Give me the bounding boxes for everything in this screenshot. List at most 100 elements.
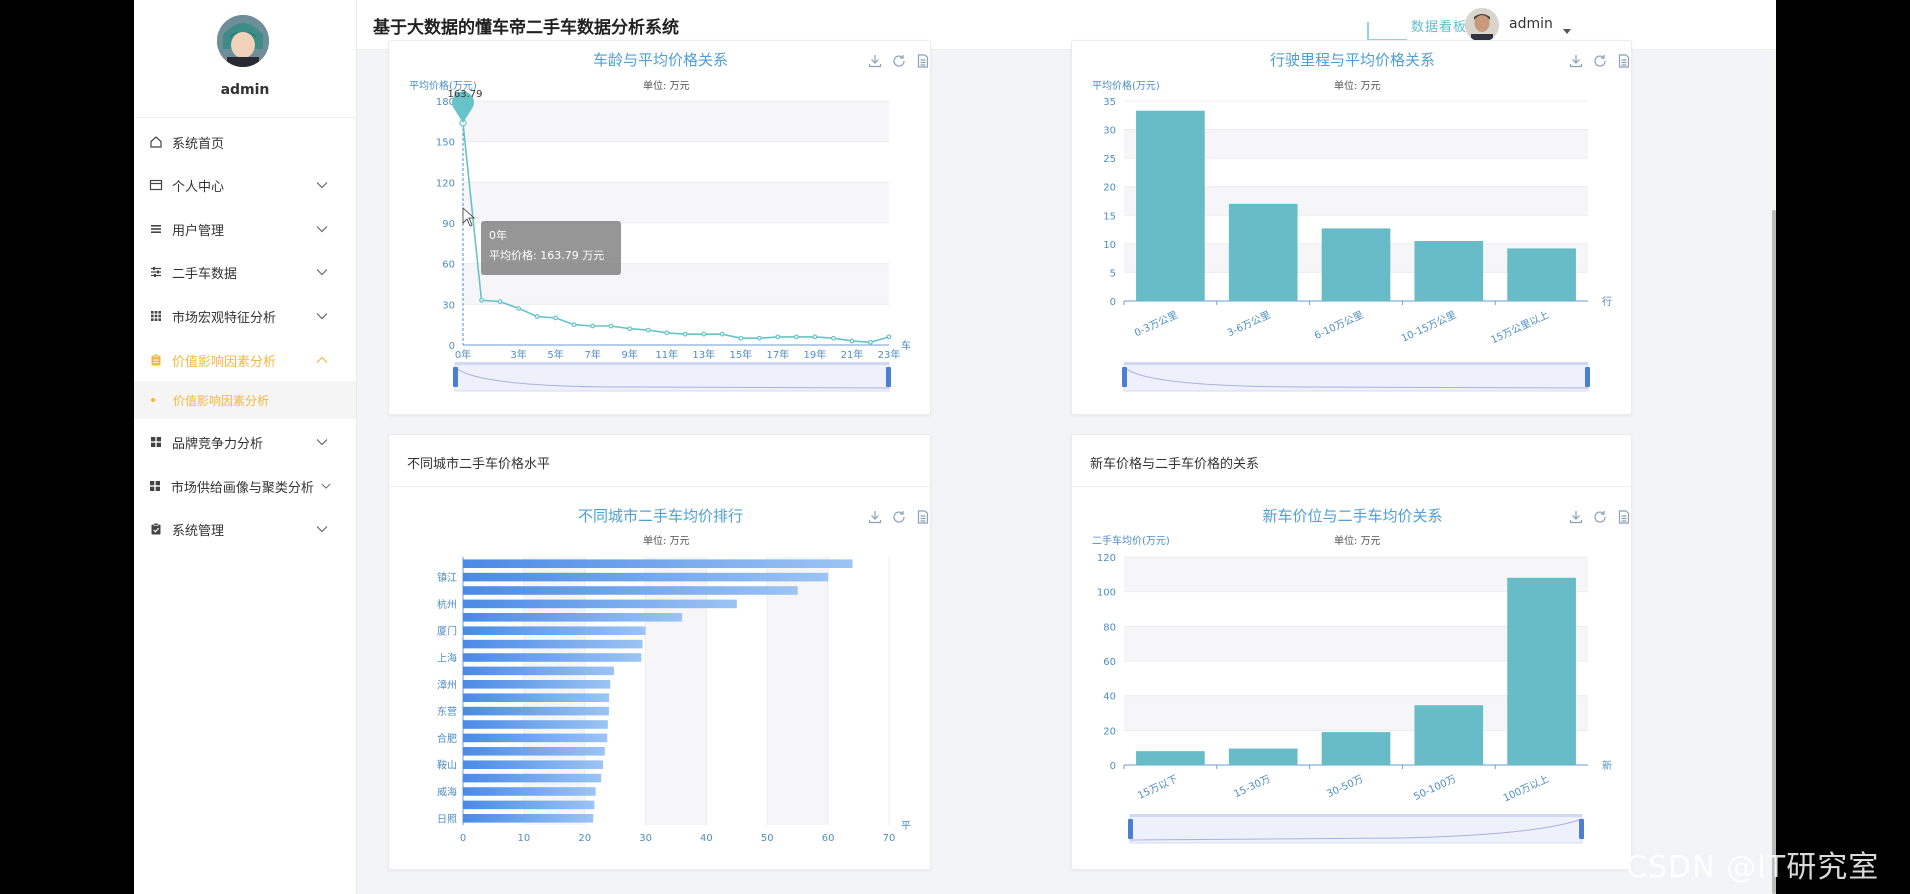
x-axis-label: 车 bbox=[901, 339, 911, 352]
card-header: 不同城市二手车价格水平 bbox=[389, 435, 930, 487]
dashboard-link[interactable]: 数据看板 bbox=[1411, 20, 1468, 35]
data-point bbox=[738, 335, 744, 341]
bar bbox=[463, 733, 608, 743]
bar bbox=[1136, 110, 1205, 301]
grid-band bbox=[767, 557, 829, 825]
sidebar-item-value-factors[interactable]: 价值影响因素分析 bbox=[134, 340, 356, 380]
sidebar-item-used-car-data[interactable]: 二手车数据 bbox=[134, 252, 356, 292]
y-tick-label: 120 bbox=[436, 178, 455, 189]
x-tick-label: 15-30万 bbox=[1232, 774, 1272, 800]
watermark: CSDN @IT研究室 bbox=[1626, 850, 1880, 885]
header-avatar[interactable] bbox=[1465, 8, 1499, 42]
datazoom-handle-right bbox=[1579, 819, 1584, 839]
y-tick-label: 0 bbox=[449, 341, 455, 352]
chevron-down-icon bbox=[316, 179, 328, 191]
data-point bbox=[812, 334, 818, 340]
y-tick-label: 日照 bbox=[437, 813, 457, 825]
caret-down-icon[interactable] bbox=[1563, 20, 1571, 39]
data-view-icon[interactable] bbox=[1616, 509, 1632, 525]
download-icon[interactable] bbox=[867, 53, 883, 69]
x-tick-label: 3年 bbox=[510, 348, 526, 361]
grid-icon bbox=[148, 308, 164, 324]
data-view-icon[interactable] bbox=[1616, 53, 1632, 69]
download-icon[interactable] bbox=[1568, 509, 1584, 525]
refresh-icon[interactable] bbox=[891, 509, 907, 525]
y-tick-label: 20 bbox=[1103, 183, 1116, 194]
refresh-icon[interactable] bbox=[1592, 509, 1608, 525]
x-tick-label: 100万以上 bbox=[1501, 773, 1551, 805]
x-tick-label: 15年 bbox=[729, 348, 752, 361]
chart-card-age: 车龄与平均价格关系 单位: 万元 平均价格(万元) 0 30 60 90 120 150 1… bbox=[388, 40, 931, 415]
x-tick-label: 20 bbox=[578, 833, 591, 844]
x-tick-label: 0-3万公里 bbox=[1133, 309, 1180, 339]
sidebar-item-label: 用户管理 bbox=[172, 223, 225, 239]
sidebar-avatar[interactable] bbox=[217, 15, 269, 67]
datazoom-top bbox=[1130, 814, 1582, 817]
sidebar-item-system[interactable]: 系统管理 bbox=[134, 509, 356, 549]
sidebar-item-brand[interactable]: 品牌竞争力分析 bbox=[134, 422, 356, 462]
bar bbox=[1507, 577, 1576, 765]
bar bbox=[463, 800, 595, 810]
chart-title: 不同城市二手车均价排行 bbox=[577, 507, 743, 525]
x-tick-label: 30-50万 bbox=[1325, 774, 1365, 800]
sidebar-username: admin bbox=[220, 82, 270, 98]
id-card-icon bbox=[148, 177, 164, 193]
y-tick-label: 0 bbox=[1110, 297, 1116, 308]
y-tick-label: 90 bbox=[442, 219, 455, 230]
datazoom-track bbox=[454, 362, 890, 392]
sidebar-border bbox=[356, 0, 357, 894]
sidebar-item-personal[interactable]: 个人中心 bbox=[134, 165, 356, 205]
bar bbox=[1228, 203, 1298, 301]
submenu-item-value-factors[interactable]: 价值影响因素分析 bbox=[134, 381, 356, 419]
bar bbox=[1414, 241, 1484, 301]
data-point bbox=[479, 297, 484, 303]
download-icon[interactable] bbox=[867, 509, 883, 525]
download-icon[interactable] bbox=[1568, 53, 1584, 69]
data-view-icon[interactable] bbox=[915, 509, 931, 525]
datazoom-shadow bbox=[454, 366, 890, 389]
y-tick-label: 杭州 bbox=[437, 598, 457, 611]
sidebar-item-label: 市场宏观特征分析 bbox=[172, 310, 277, 326]
bar bbox=[463, 586, 798, 595]
bar bbox=[463, 773, 602, 783]
bar-chart-mileage[interactable]: 0 5 10 15 20 25 30 35 0-3万公里 3-6万公里 6-10万公里 10-15万公… bbox=[1072, 41, 1633, 416]
refresh-icon[interactable] bbox=[891, 53, 907, 69]
sidebar-item-label: 品牌竞争力分析 bbox=[172, 436, 264, 452]
data-view-icon[interactable] bbox=[915, 53, 931, 69]
sidebar-item-supply[interactable]: 市场供给画像与聚类分析 bbox=[134, 466, 356, 506]
bar-chart-new-price[interactable]: 0 20 40 60 80 100 120 15万以下 15-30万 30-50万 50-100万 1… bbox=[1072, 435, 1633, 871]
chart-card-mileage: 行驶里程与平均价格关系 单位: 万元 平均价格(万元) 0 5 10 15 20 25 30… bbox=[1071, 40, 1632, 415]
line-chart-age[interactable]: 0 30 60 90 120 150 180 0年 3年 5年 7年 9年 11年 13年 15年 17年 19… bbox=[389, 41, 932, 416]
sidebar-item-home[interactable]: 系统首页 bbox=[134, 122, 356, 162]
card-title: 不同城市二手车价格水平 bbox=[407, 457, 551, 472]
x-tick-label: 9年 bbox=[622, 348, 638, 361]
data-point bbox=[534, 314, 540, 319]
submenu-item-label: 价值影响因素分析 bbox=[173, 393, 270, 408]
sidebar-item-market-macro[interactable]: 市场宏观特征分析 bbox=[134, 296, 356, 336]
bar bbox=[463, 720, 608, 729]
data-point bbox=[553, 315, 559, 321]
chart-toolbox bbox=[867, 509, 931, 525]
y-tick-label: 漳州 bbox=[437, 678, 457, 691]
data-point bbox=[608, 323, 614, 329]
y-tick-label: 40 bbox=[1103, 692, 1116, 703]
bar bbox=[1228, 748, 1298, 765]
chart-card-new-price: 新车价格与二手车价格的关系 新车价位与二手车均价关系 单位: 万元 二手车均价(… bbox=[1071, 434, 1632, 870]
y-tick-label: 80 bbox=[1103, 622, 1116, 633]
bar bbox=[463, 666, 614, 676]
sidebar-item-users[interactable]: 用户管理 bbox=[134, 209, 356, 249]
y-tick-label: 20 bbox=[1103, 726, 1116, 737]
header-username[interactable]: admin bbox=[1509, 16, 1553, 32]
x-tick-label: 0 bbox=[460, 833, 466, 844]
y-tick-label: 60 bbox=[442, 260, 455, 271]
chart-card-city: 不同城市二手车价格水平 不同城市二手车均价排行 单位: 万元 0 10 20 30 40… bbox=[388, 434, 931, 870]
bar bbox=[463, 760, 603, 769]
scrollbar-thumb[interactable] bbox=[1772, 210, 1776, 894]
max-marker-label: 163.79 bbox=[448, 89, 483, 100]
bar bbox=[463, 787, 596, 796]
refresh-icon[interactable] bbox=[1592, 53, 1608, 69]
x-tick-label: 6-10万公里 bbox=[1312, 309, 1365, 342]
clipboard-icon bbox=[148, 352, 164, 368]
data-point bbox=[516, 306, 521, 311]
